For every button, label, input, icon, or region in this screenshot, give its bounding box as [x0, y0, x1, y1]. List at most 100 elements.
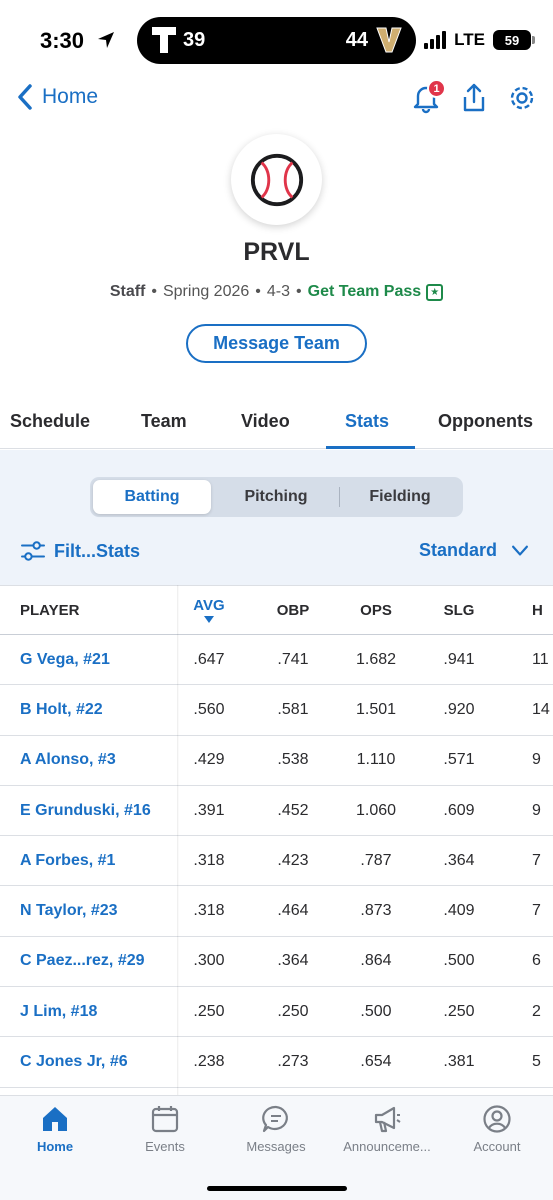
- segment-pitching[interactable]: Pitching: [244, 488, 308, 505]
- separator-dot: •: [296, 283, 302, 300]
- table-row: A Forbes, #1 .318 .423 .787 .364 7: [0, 836, 553, 887]
- team-pass-label: Get Team Pass: [307, 283, 422, 300]
- table-header: PLAYER AVG OBP OPS SLG H: [0, 586, 553, 635]
- header-player[interactable]: PLAYER: [20, 601, 80, 619]
- obp-value: .273: [277, 1053, 309, 1071]
- share-icon: [463, 83, 485, 112]
- bottom-tab-home[interactable]: Home: [0, 1104, 110, 1154]
- table-row: J Lim, #18 .250 .250 .500 .250 2: [0, 987, 553, 1038]
- player-name[interactable]: C Paez...rez, #29: [20, 952, 145, 970]
- baseball-icon: [250, 153, 303, 206]
- avg-value: .391: [193, 801, 225, 819]
- player-name[interactable]: B Holt, #22: [20, 700, 103, 718]
- hits-value: 7: [532, 851, 541, 869]
- table-row: N Taylor, #23 .318 .464 .873 .409 7: [0, 886, 553, 937]
- status-time: 3:30: [40, 28, 85, 53]
- back-label: Home: [42, 85, 99, 108]
- player-name[interactable]: A Forbes, #1: [20, 851, 116, 869]
- nav-header: Home 1: [0, 79, 553, 120]
- sliders-icon: [20, 541, 46, 561]
- notification-badge: 1: [427, 79, 446, 98]
- team-pass-link[interactable]: Get Team Pass ★: [308, 283, 444, 301]
- obp-value: .250: [277, 1002, 309, 1020]
- slg-value: .571: [443, 751, 475, 769]
- obp-value: .464: [277, 902, 309, 920]
- ops-value: 1.060: [355, 801, 397, 819]
- ops-value: .787: [360, 851, 392, 869]
- dynamic-island: 39 44: [137, 17, 416, 64]
- bottom-tab-label: Announceme...: [343, 1139, 431, 1154]
- obp-value: .452: [277, 801, 309, 819]
- tab-bar: Schedule Team Video Stats Opponents: [0, 395, 553, 449]
- segment-batting[interactable]: Batting: [93, 480, 211, 514]
- chat-bubble-icon: [262, 1105, 288, 1133]
- star-ticket-icon: ★: [426, 283, 444, 301]
- header-avg[interactable]: AVG: [178, 586, 240, 634]
- settings-button[interactable]: [507, 82, 537, 114]
- back-button[interactable]: Home: [14, 82, 98, 112]
- slg-value: .941: [443, 650, 475, 668]
- slg-value: .381: [443, 1053, 475, 1071]
- bottom-tab-messages[interactable]: Messages: [221, 1104, 331, 1154]
- bottom-tab-label: Messages: [246, 1139, 306, 1154]
- ops-value: 1.110: [356, 751, 396, 769]
- tab-opponents[interactable]: Opponents: [438, 411, 533, 431]
- player-name[interactable]: C Jones Jr, #6: [20, 1053, 128, 1071]
- segment-divider: [339, 487, 340, 507]
- avg-value: .318: [193, 851, 225, 869]
- avg-value: .250: [193, 1002, 225, 1020]
- ops-value: 1.501: [355, 700, 397, 718]
- hits-value: 2: [532, 1002, 541, 1020]
- location-arrow-icon: [98, 32, 114, 48]
- frozen-column-divider: [177, 585, 179, 1095]
- player-name[interactable]: E Grunduski, #16: [20, 801, 151, 819]
- battery-icon: 59: [493, 30, 535, 50]
- bottom-tab-announcements[interactable]: Announceme...: [332, 1104, 442, 1154]
- header-slg[interactable]: SLG: [443, 601, 475, 619]
- bottom-tab-label: Account: [473, 1139, 521, 1154]
- gear-icon: [510, 86, 534, 110]
- ops-value: .500: [360, 1002, 392, 1020]
- filter-stats-button[interactable]: Filt...Stats: [20, 540, 140, 562]
- slg-value: .364: [443, 851, 475, 869]
- table-row: G Vega, #21 .647 .741 1.682 .941 11: [0, 635, 553, 686]
- table-row: A Alonso, #3 .429 .538 1.110 .571 9: [0, 736, 553, 786]
- player-name[interactable]: G Vega, #21: [20, 650, 110, 668]
- table-row: C Paez...rez, #29 .300 .364 .864 .500 6: [0, 937, 553, 988]
- tab-team[interactable]: Team: [141, 411, 187, 431]
- header-h[interactable]: H: [532, 601, 543, 619]
- team-season: Spring 2026: [162, 283, 250, 300]
- share-button[interactable]: [459, 82, 489, 114]
- batting-stats-table: PLAYER AVG OBP OPS SLG H G Vega, #21 .647…: [0, 585, 553, 1095]
- ops-value: 1.682: [355, 650, 397, 668]
- tab-stats[interactable]: Stats: [345, 411, 390, 431]
- slg-value: .920: [443, 700, 475, 718]
- segment-fielding[interactable]: Fielding: [369, 488, 431, 505]
- hits-value: 11: [532, 650, 549, 668]
- tab-schedule[interactable]: Schedule: [10, 411, 91, 431]
- slg-value: .250: [443, 1002, 475, 1020]
- header-obp[interactable]: OBP: [276, 601, 310, 619]
- player-name[interactable]: A Alonso, #3: [20, 751, 116, 769]
- avg-value: .318: [193, 902, 225, 920]
- chevron-down-icon: [512, 545, 528, 556]
- player-name[interactable]: J Lim, #18: [20, 1002, 98, 1020]
- avg-value: .647: [193, 650, 225, 668]
- bottom-tab-events[interactable]: Events: [110, 1104, 220, 1154]
- table-body: G Vega, #21 .647 .741 1.682 .941 11 B Holt, #2…: [0, 635, 553, 1088]
- stats-controls-area: [0, 450, 553, 585]
- team-name: PRVL: [243, 238, 310, 266]
- avg-value: .429: [193, 751, 225, 769]
- tennessee-logo-icon: [152, 27, 176, 53]
- player-name[interactable]: N Taylor, #23: [20, 902, 118, 920]
- chevron-left-icon: [18, 84, 32, 110]
- message-team-button[interactable]: Message Team: [186, 324, 367, 363]
- slg-value: .609: [443, 801, 475, 819]
- header-ops[interactable]: OPS: [360, 601, 392, 619]
- view-select[interactable]: Standard: [419, 540, 529, 561]
- ops-value: .864: [360, 952, 392, 970]
- hits-value: 14: [532, 700, 550, 718]
- tab-video[interactable]: Video: [241, 411, 290, 431]
- notifications-button[interactable]: 1: [411, 79, 446, 114]
- bottom-tab-account[interactable]: Account: [442, 1104, 552, 1154]
